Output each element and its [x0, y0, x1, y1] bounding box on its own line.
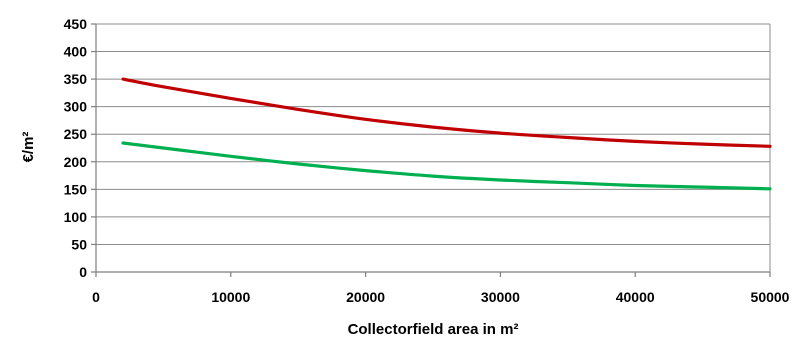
x-tick-label-20000: 20000 — [346, 289, 385, 305]
x-tick-label-0: 0 — [92, 289, 100, 305]
series-line-2 — [121, 141, 772, 191]
y-tick-label-450: 450 — [64, 16, 88, 32]
x-tick-label-50000: 50000 — [751, 289, 790, 305]
y-tick-label-200: 200 — [64, 154, 88, 170]
y-tick-label-150: 150 — [64, 181, 88, 197]
y-tick-label-0: 0 — [79, 264, 87, 280]
y-tick-label-250: 250 — [64, 126, 88, 142]
y-tick-label-400: 400 — [64, 44, 88, 60]
y-tick-label-350: 350 — [64, 71, 88, 87]
series-lines — [121, 77, 772, 191]
y-tick-label-300: 300 — [64, 99, 88, 115]
gridlines — [96, 23, 770, 245]
y-axis-label: €/m² — [20, 132, 37, 163]
axes — [91, 23, 771, 277]
y-tick-label-50: 50 — [71, 236, 87, 252]
y-tick-labels: 0 50 100 150 200 250 300 350 400 450 — [64, 16, 88, 280]
x-axis-label: Collectorfield area in m² — [348, 321, 519, 338]
x-tick-label-10000: 10000 — [211, 289, 250, 305]
y-tick-label-100: 100 — [64, 209, 88, 225]
x-tick-labels: 0 10000 20000 30000 40000 50000 — [92, 289, 790, 305]
x-tick-label-40000: 40000 — [616, 289, 655, 305]
x-tick-label-30000: 30000 — [481, 289, 520, 305]
series-line-1 — [121, 77, 772, 148]
